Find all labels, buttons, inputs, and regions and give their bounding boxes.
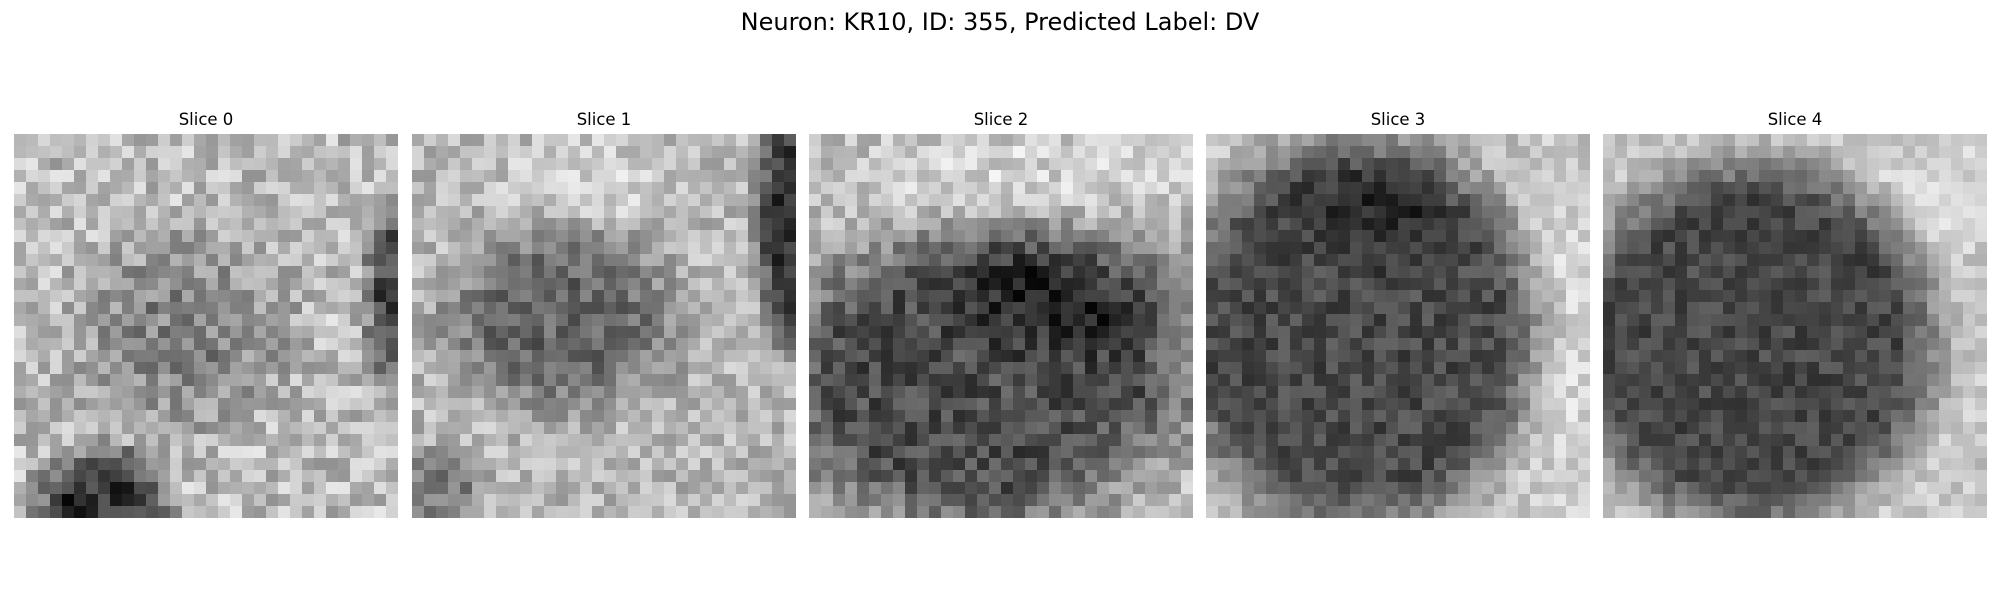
figure-title: Neuron: KR10, ID: 355, Predicted Label: … xyxy=(740,8,1260,36)
slice-image xyxy=(1206,134,1590,518)
slice-panel-1: Slice 1 xyxy=(412,106,796,518)
slice-image xyxy=(412,134,796,518)
slice-panel-4: Slice 4 xyxy=(1603,106,1987,518)
slice-title: Slice 2 xyxy=(973,110,1029,129)
slice-title: Slice 3 xyxy=(1370,110,1426,129)
slice-image xyxy=(809,134,1193,518)
slice-image xyxy=(1603,134,1987,518)
slice-panel-3: Slice 3 xyxy=(1206,106,1590,518)
slice-panel-2: Slice 2 xyxy=(809,106,1193,518)
slice-title: Slice 4 xyxy=(1767,110,1823,129)
slice-title: Slice 0 xyxy=(178,110,234,129)
slice-image xyxy=(14,134,398,518)
slice-panel-0: Slice 0 xyxy=(14,106,398,518)
slice-title: Slice 1 xyxy=(576,110,632,129)
